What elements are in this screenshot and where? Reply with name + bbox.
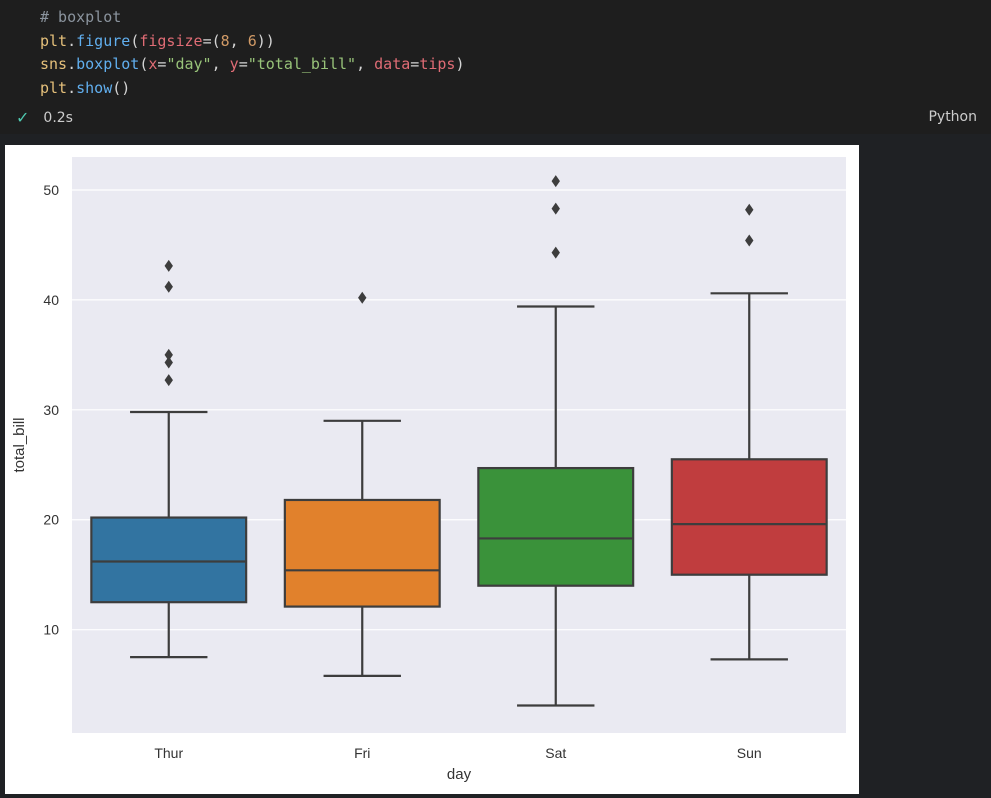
x-tick-label: Sat [545, 745, 566, 761]
outlier-point [164, 356, 173, 369]
outlier-point [164, 374, 173, 387]
outlier-point [551, 246, 560, 259]
y-tick-label: 20 [43, 512, 59, 528]
box-sat [477, 466, 635, 587]
box-sun [670, 458, 828, 576]
x-tick-label: Fri [354, 745, 370, 761]
code-line-figure: plt.figure(figsize=(8, 6)) [40, 31, 275, 50]
outlier-point [164, 348, 173, 361]
code-line-boxplot: sns.boxplot(x="day", y="total_bill", dat… [40, 55, 465, 73]
outlier-point [551, 202, 560, 215]
boxplot-chart: 10 20 30 40 50 Thur Fri Sat Sun day total_bill [11, 157, 846, 783]
outlier-point [164, 280, 173, 293]
y-tick-label: 40 [43, 292, 59, 308]
outlier-point [745, 234, 754, 247]
box-thur [90, 516, 248, 604]
x-tick-label: Thur [154, 745, 183, 761]
language-indicator[interactable]: Python [928, 109, 977, 125]
code-line-comment: # boxplot [40, 8, 122, 26]
outlier-point [164, 259, 173, 272]
checkmark-icon: ✓ [16, 108, 30, 127]
code-line-show: plt.show() [40, 78, 131, 97]
outlier-point [745, 203, 754, 216]
y-tick-label: 50 [43, 182, 59, 198]
code-cell[interactable]: # boxplot plt.figure(figsize=(8, 6)) sns.b… [0, 0, 991, 135]
execution-status: ✓ 0.2s [16, 108, 73, 127]
execution-time: 0.2s [43, 109, 73, 126]
y-tick-label: 10 [43, 622, 59, 638]
box-fri [283, 498, 441, 608]
plot-area [72, 157, 846, 733]
code-editor[interactable]: # boxplot plt.figure(figsize=(8, 6)) sns.b… [40, 6, 464, 100]
plot-figure: 10 20 30 40 50 Thur Fri Sat Sun day total_bill [5, 145, 859, 794]
x-tick-label: Sun [737, 745, 762, 761]
y-tick-label: 30 [43, 402, 59, 418]
outlier-point [358, 291, 367, 304]
y-axis-label: total_bill [11, 417, 28, 472]
outlier-point [551, 175, 560, 188]
x-axis-label: day [447, 766, 472, 783]
